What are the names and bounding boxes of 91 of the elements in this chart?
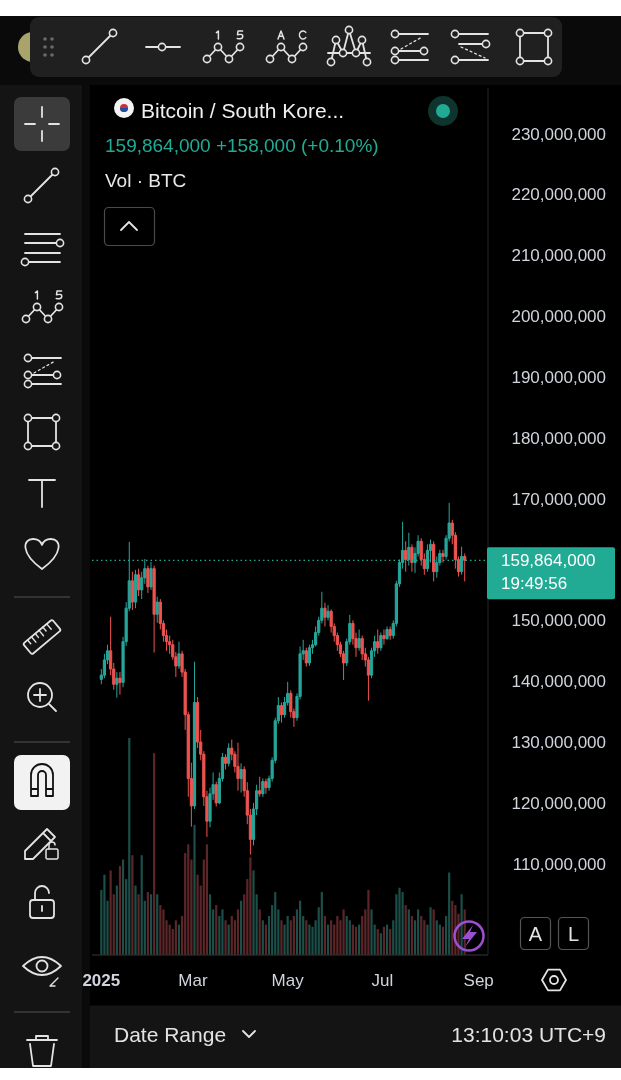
candlestick (385, 625, 389, 641)
bar (342, 909, 345, 955)
bar (187, 844, 190, 955)
candlestick (115, 671, 119, 699)
ref-line-label: 159,864,000 (501, 551, 596, 571)
x-tick-label: Mar (178, 970, 208, 990)
bar (236, 909, 240, 955)
text: 159,864,000 +158,000 (+0.10%) (105, 134, 379, 156)
bar (134, 885, 137, 955)
candlestick (323, 602, 327, 627)
bar (417, 909, 420, 955)
bar (109, 870, 112, 955)
candlestick (146, 565, 150, 594)
x-tick-label: May (271, 970, 305, 990)
text: L (567, 922, 580, 945)
bar (162, 909, 165, 955)
candlestick (326, 604, 330, 621)
y-tick-label: 230,000,000 (511, 124, 606, 144)
candlestick (382, 628, 386, 646)
bar (103, 874, 106, 955)
candlestick (388, 625, 392, 641)
bar (118, 866, 122, 955)
candlestick (463, 552, 467, 582)
bar (156, 894, 159, 955)
x-tick-label: 2025 (82, 970, 121, 990)
bar (131, 855, 134, 955)
text: Date Range (114, 1023, 227, 1047)
bar (308, 924, 311, 955)
candlestick (155, 596, 159, 624)
bar (121, 859, 125, 955)
bar (258, 909, 261, 955)
candlestick (404, 540, 408, 573)
bar (208, 894, 212, 955)
chart-title: Vol · BTC (105, 169, 187, 191)
text: A (528, 922, 543, 945)
bar (193, 824, 196, 955)
y-tick-label: 200,000,000 (511, 307, 606, 327)
bar (128, 738, 131, 955)
y-tick-label: 140,000,000 (511, 672, 606, 692)
bar (274, 892, 277, 955)
candlestick (223, 753, 228, 770)
candlestick (261, 778, 265, 798)
x-tick-label: Jul (371, 970, 394, 990)
y-tick-label: 150,000,000 (511, 611, 606, 631)
candlestick (214, 781, 218, 808)
candlestick (264, 778, 268, 795)
candlestick (304, 647, 308, 668)
candlestick (227, 742, 231, 767)
bar (149, 894, 153, 955)
candlestick (177, 641, 181, 670)
candlestick (357, 628, 361, 652)
candlestick (258, 776, 262, 798)
candlestick (279, 702, 284, 724)
bar (137, 894, 140, 955)
bar (205, 844, 209, 955)
y-tick-label: 180,000,000 (511, 428, 606, 448)
bar (221, 909, 224, 955)
bar (320, 892, 323, 955)
text: 19:49:56 (501, 574, 568, 594)
candlestick (130, 571, 134, 611)
y-tick-label: 210,000,000 (511, 246, 606, 266)
y-tick-label: 110,000,000 (512, 854, 606, 874)
y-tick-label: 170,000,000 (511, 489, 606, 509)
bar (140, 855, 143, 955)
candlestick (239, 762, 243, 794)
bar (401, 892, 404, 955)
bar (367, 889, 370, 955)
bar (398, 887, 401, 955)
candlestick (410, 543, 414, 573)
bar (407, 909, 410, 955)
bar (249, 857, 252, 955)
candlestick (136, 568, 141, 597)
text: Bitcoin / South Kore... (141, 99, 345, 123)
candlestick (152, 565, 156, 654)
candlestick (118, 671, 122, 696)
candlestick (236, 742, 240, 792)
candlestick (379, 632, 383, 652)
bar (370, 909, 373, 955)
bar (280, 920, 283, 955)
candlestick (441, 549, 445, 564)
x-tick-label: Sep (463, 970, 494, 990)
y-tick-label: 220,000,000 (511, 185, 606, 205)
bar (252, 870, 255, 955)
y-tick-label: 190,000,000 (511, 367, 606, 387)
candlestick (376, 628, 380, 655)
y-tick-label: 130,000,000 (511, 733, 606, 752)
bar (153, 753, 156, 955)
y-tick-label: 120,000,000 (511, 793, 606, 813)
bar (224, 920, 227, 955)
bar (448, 872, 451, 955)
text: 13:10:03 UTC+9 (451, 1023, 606, 1047)
